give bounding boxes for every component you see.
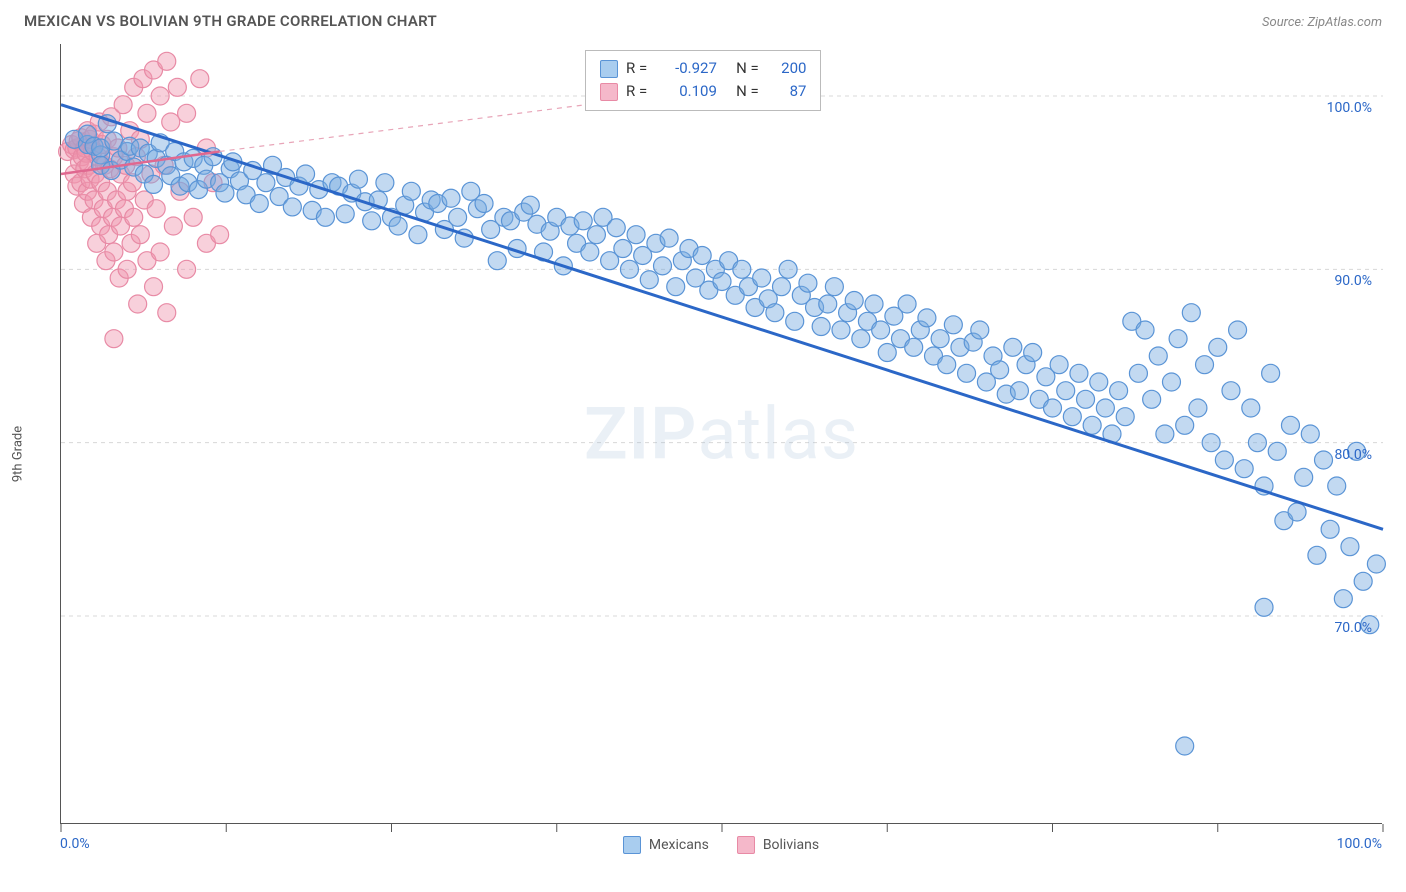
chart-source: Source: ZipAtlas.com [1262, 15, 1382, 30]
y-tick-label: 90.0% [1334, 273, 1372, 289]
legend-label: Mexicans [649, 837, 709, 853]
legend-item: Mexicans [623, 836, 709, 854]
r-label: R = [626, 80, 651, 103]
r-value: -0.927 [659, 57, 717, 80]
series-swatch [600, 60, 618, 78]
n-label: N = [725, 57, 763, 80]
stats-row: R = 0.109 N = 87 [600, 80, 806, 103]
header: MEXICAN VS BOLIVIAN 9TH GRADE CORRELATIO… [24, 12, 1382, 30]
legend: Mexicans Bolivians [60, 836, 1382, 854]
stats-row: R = -0.927 N = 200 [600, 57, 806, 80]
plot-area: ZIPatlas R = -0.927 N = 200R = 0.109 N =… [60, 44, 1382, 824]
chart: 9th Grade ZIPatlas R = -0.927 N = 200R =… [24, 44, 1382, 864]
chart-title: MEXICAN VS BOLIVIAN 9TH GRADE CORRELATIO… [24, 12, 437, 30]
r-value: 0.109 [659, 80, 717, 103]
n-label: N = [725, 80, 763, 103]
source-site: ZipAtlas.com [1307, 15, 1382, 30]
correlation-stats-box: R = -0.927 N = 200R = 0.109 N = 87 [585, 50, 821, 111]
y-tick-label: 70.0% [1334, 620, 1372, 636]
y-axis-label: 9th Grade [11, 426, 26, 482]
legend-label: Bolivians [763, 837, 819, 853]
y-tick-label: 100.0% [1327, 100, 1372, 116]
series-swatch [600, 83, 618, 101]
plot-svg [61, 44, 1383, 824]
legend-swatch [737, 836, 755, 854]
r-label: R = [626, 57, 651, 80]
legend-item: Bolivians [737, 836, 819, 854]
n-value: 200 [770, 57, 806, 80]
n-value: 87 [770, 80, 806, 103]
legend-swatch [623, 836, 641, 854]
y-tick-label: 80.0% [1334, 447, 1372, 463]
source-prefix: Source: [1262, 15, 1307, 30]
